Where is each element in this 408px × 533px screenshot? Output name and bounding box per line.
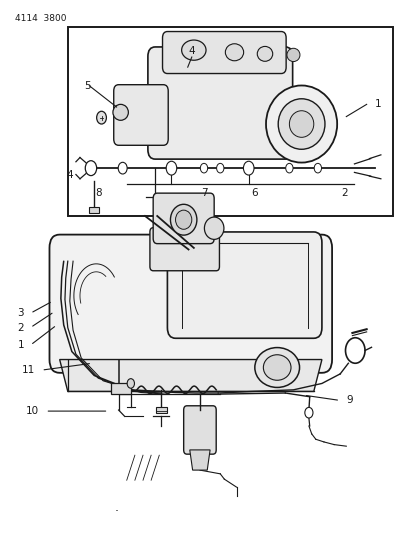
Bar: [156, 407, 166, 413]
Circle shape: [118, 163, 127, 174]
Ellipse shape: [113, 104, 129, 120]
Polygon shape: [60, 360, 322, 391]
FancyBboxPatch shape: [167, 232, 322, 338]
Ellipse shape: [175, 210, 192, 229]
Circle shape: [244, 161, 254, 175]
FancyBboxPatch shape: [162, 31, 286, 74]
Text: 6: 6: [251, 188, 258, 198]
Text: 1: 1: [375, 99, 381, 109]
Ellipse shape: [257, 46, 273, 61]
FancyBboxPatch shape: [153, 193, 214, 244]
Ellipse shape: [204, 217, 224, 239]
Text: 4: 4: [67, 170, 73, 180]
Ellipse shape: [264, 355, 291, 380]
Circle shape: [166, 161, 177, 175]
Circle shape: [85, 161, 97, 175]
Circle shape: [346, 338, 365, 364]
Circle shape: [305, 407, 313, 418]
Ellipse shape: [287, 49, 300, 62]
Text: 5: 5: [84, 81, 91, 91]
Ellipse shape: [266, 85, 337, 163]
Circle shape: [314, 164, 322, 173]
Circle shape: [286, 164, 293, 173]
FancyBboxPatch shape: [184, 406, 216, 454]
Text: 1: 1: [18, 340, 24, 350]
Text: 4: 4: [188, 46, 195, 56]
Text: 8: 8: [95, 188, 102, 198]
Circle shape: [217, 164, 224, 173]
Text: 4114  3800: 4114 3800: [15, 14, 67, 23]
Bar: [68, 27, 393, 216]
Ellipse shape: [289, 111, 314, 138]
Text: 7: 7: [201, 188, 207, 198]
Text: 10: 10: [26, 406, 39, 416]
Bar: [111, 383, 131, 394]
Ellipse shape: [182, 40, 206, 60]
Text: 9: 9: [346, 395, 353, 406]
Ellipse shape: [278, 99, 325, 149]
Text: 3: 3: [18, 308, 24, 318]
Circle shape: [127, 378, 135, 388]
Text: 11: 11: [22, 365, 35, 375]
Circle shape: [200, 164, 208, 173]
FancyBboxPatch shape: [114, 85, 168, 146]
Text: 2: 2: [341, 188, 348, 198]
Circle shape: [97, 111, 106, 124]
Text: 2: 2: [18, 322, 24, 333]
FancyBboxPatch shape: [150, 228, 220, 271]
Ellipse shape: [225, 44, 244, 61]
Text: ‧: ‧: [115, 505, 119, 518]
Ellipse shape: [171, 204, 197, 235]
Polygon shape: [190, 450, 210, 470]
Bar: [89, 207, 99, 213]
FancyBboxPatch shape: [49, 235, 332, 373]
FancyBboxPatch shape: [148, 47, 293, 159]
Ellipse shape: [255, 348, 299, 387]
